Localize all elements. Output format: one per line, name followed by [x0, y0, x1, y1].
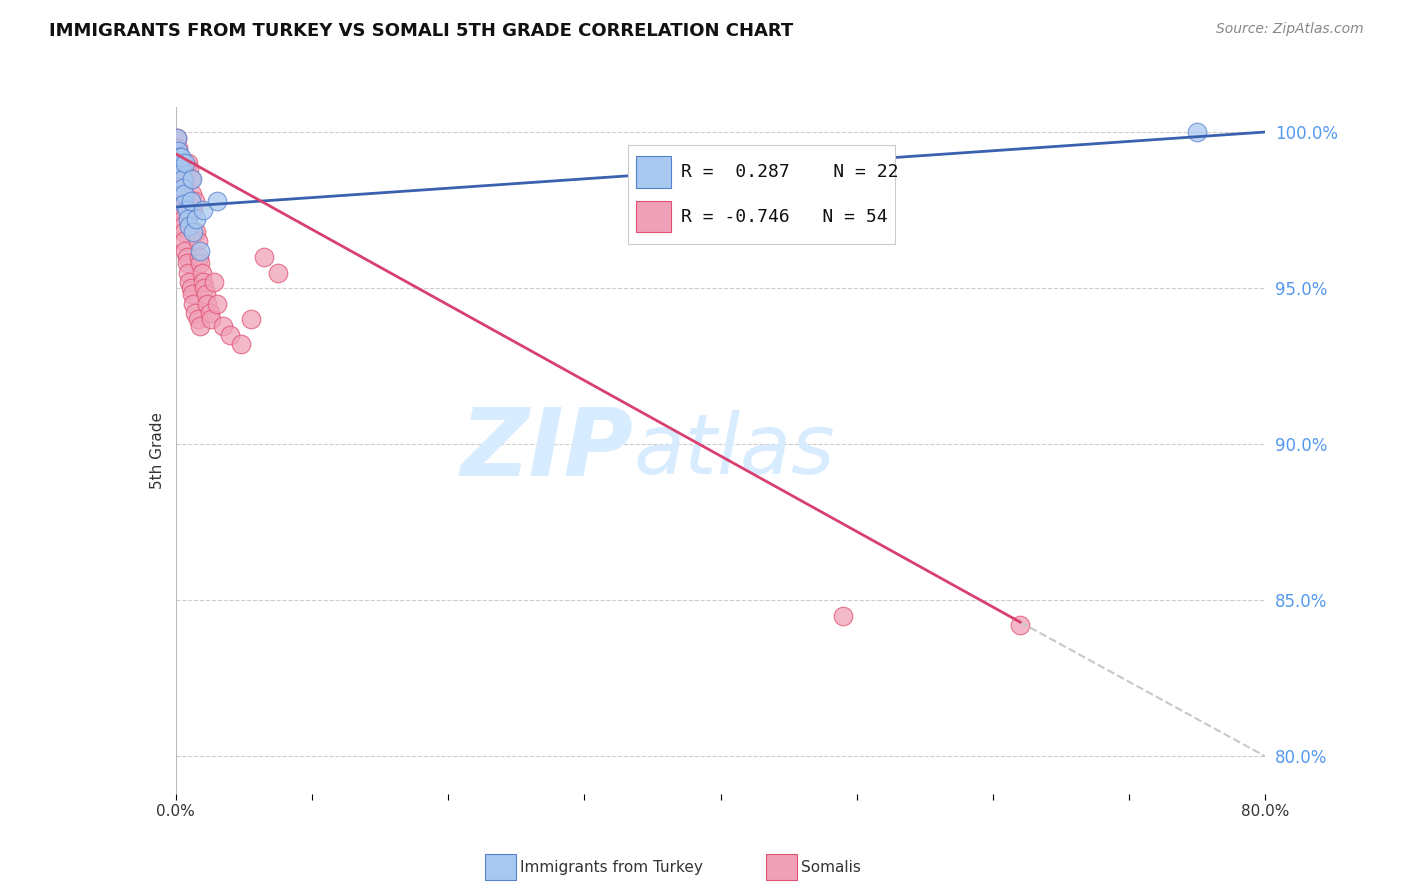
Point: [174, 171, 197, 186]
Point: [188, 244, 211, 258]
Point: [183, 225, 205, 239]
Point: [169, 171, 191, 186]
Point: [832, 609, 855, 624]
Point: [169, 150, 191, 164]
Y-axis label: 5th Grade: 5th Grade: [149, 412, 165, 489]
Point: [169, 162, 191, 177]
Point: [177, 156, 200, 170]
Point: [1010, 618, 1032, 632]
Point: [267, 266, 290, 280]
Point: [172, 203, 194, 218]
Point: [177, 266, 200, 280]
Point: [180, 171, 202, 186]
Point: [205, 297, 228, 311]
Point: [191, 275, 214, 289]
Point: [173, 235, 195, 249]
Text: atlas: atlas: [633, 410, 835, 491]
Point: [176, 256, 198, 270]
Point: [1187, 125, 1209, 139]
Point: [179, 275, 201, 289]
Point: [167, 150, 190, 164]
Point: [253, 250, 276, 264]
Text: R = -0.746   N = 54: R = -0.746 N = 54: [682, 208, 889, 226]
Point: [181, 187, 204, 202]
Point: [176, 250, 198, 264]
Point: [174, 187, 197, 202]
Point: [181, 287, 204, 301]
Point: [184, 306, 207, 320]
Point: [173, 187, 195, 202]
Point: [186, 225, 208, 239]
Point: [172, 171, 194, 186]
Point: [180, 194, 202, 208]
Point: [219, 327, 242, 342]
Point: [194, 287, 217, 301]
Point: [170, 150, 193, 164]
Point: [205, 194, 228, 208]
Point: [179, 219, 201, 233]
Point: [190, 266, 212, 280]
Point: [202, 275, 225, 289]
Point: [169, 156, 191, 170]
Point: [166, 131, 188, 145]
Point: [195, 297, 218, 311]
Point: [167, 141, 190, 155]
Point: [179, 162, 201, 177]
Point: [167, 144, 190, 158]
Point: [166, 131, 188, 145]
Point: [173, 197, 195, 211]
Point: [183, 297, 205, 311]
Point: [193, 281, 215, 295]
Point: [172, 181, 194, 195]
Point: [174, 244, 197, 258]
Bar: [636, 156, 671, 187]
Point: [170, 187, 193, 202]
Text: Immigrants from Turkey: Immigrants from Turkey: [520, 860, 703, 874]
Text: Somalis: Somalis: [801, 860, 862, 874]
Point: [184, 194, 207, 208]
Point: [172, 212, 194, 227]
Point: [239, 312, 262, 326]
Point: [181, 171, 204, 186]
Text: IMMIGRANTS FROM TURKEY VS SOMALI 5TH GRADE CORRELATION CHART: IMMIGRANTS FROM TURKEY VS SOMALI 5TH GRA…: [49, 22, 793, 40]
Text: ZIP: ZIP: [461, 404, 633, 497]
Point: [200, 312, 222, 326]
Point: [191, 203, 214, 218]
Point: [170, 194, 193, 208]
Point: [169, 156, 191, 170]
Point: [170, 181, 193, 195]
Bar: [636, 201, 671, 233]
Point: [231, 337, 253, 351]
Point: [188, 256, 211, 270]
Point: [188, 318, 211, 333]
Point: [170, 162, 193, 177]
Point: [174, 156, 197, 170]
Point: [172, 219, 194, 233]
Point: [173, 225, 195, 239]
Point: [212, 318, 235, 333]
Point: [180, 281, 202, 295]
Text: R =  0.287    N = 22: R = 0.287 N = 22: [682, 162, 898, 181]
Point: [198, 306, 221, 320]
Point: [176, 203, 198, 218]
Text: Source: ZipAtlas.com: Source: ZipAtlas.com: [1216, 22, 1364, 37]
Point: [186, 312, 209, 326]
Point: [186, 212, 208, 227]
Point: [183, 203, 205, 218]
Point: [186, 235, 209, 249]
Point: [177, 212, 200, 227]
Point: [187, 250, 209, 264]
